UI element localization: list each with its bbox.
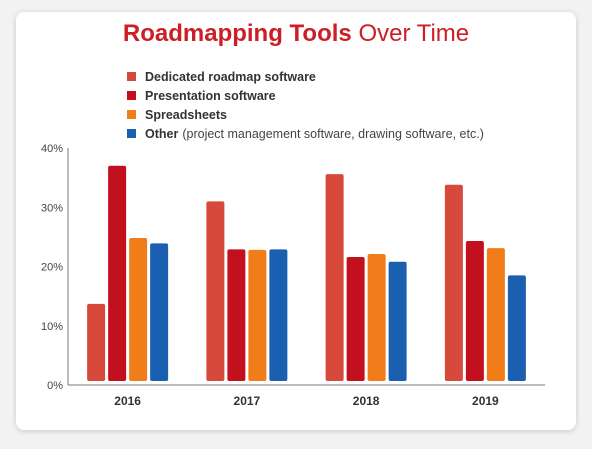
legend-swatch (127, 110, 136, 119)
y-tick-label: 40% (41, 143, 63, 155)
y-tick-label: 0% (47, 380, 63, 392)
legend-item-other: Other (project management software, draw… (127, 124, 484, 143)
x-tick-label: 2019 (472, 394, 499, 408)
bar (248, 249, 267, 381)
legend-label: Spreadsheets (145, 107, 227, 122)
x-tick-label: 2016 (114, 394, 141, 408)
legend-note: (project management software, drawing so… (182, 126, 484, 141)
title-tools: Tools (289, 20, 352, 47)
legend-label: Dedicated roadmap software (145, 69, 316, 84)
bar (346, 257, 365, 381)
bar (507, 275, 526, 381)
bar (325, 174, 344, 381)
bar (388, 261, 407, 381)
legend-label: Other (145, 126, 179, 141)
y-tick-label: 20% (41, 262, 63, 274)
bar (87, 303, 106, 381)
legend-swatch (127, 72, 136, 81)
bar (367, 254, 386, 381)
legend-item-spreadsheets: Spreadsheets (127, 105, 484, 124)
bar (206, 201, 225, 381)
legend-swatch (127, 129, 136, 138)
y-tick-label: 10% (41, 321, 63, 333)
legend: Dedicated roadmap software Presentation … (127, 67, 484, 143)
title-over-time: Over Time (358, 20, 470, 47)
legend-swatch (127, 91, 136, 100)
x-tick-label: 2017 (234, 394, 261, 408)
x-tick-label: 2018 (353, 394, 380, 408)
chart-title: Roadmapping Tools Over Time (0, 20, 592, 48)
legend-label: Presentation software (145, 88, 276, 103)
bar (486, 248, 505, 381)
bar (129, 238, 148, 381)
title-roadmapping: Roadmapping (122, 20, 283, 47)
bar (269, 249, 288, 381)
bar (465, 241, 484, 381)
y-tick-label: 30% (41, 202, 63, 214)
bar (150, 243, 169, 381)
legend-item-dedicated: Dedicated roadmap software (127, 67, 484, 86)
bar (108, 165, 127, 381)
bar (227, 249, 246, 381)
bar (444, 184, 463, 381)
legend-item-presentation: Presentation software (127, 86, 484, 105)
